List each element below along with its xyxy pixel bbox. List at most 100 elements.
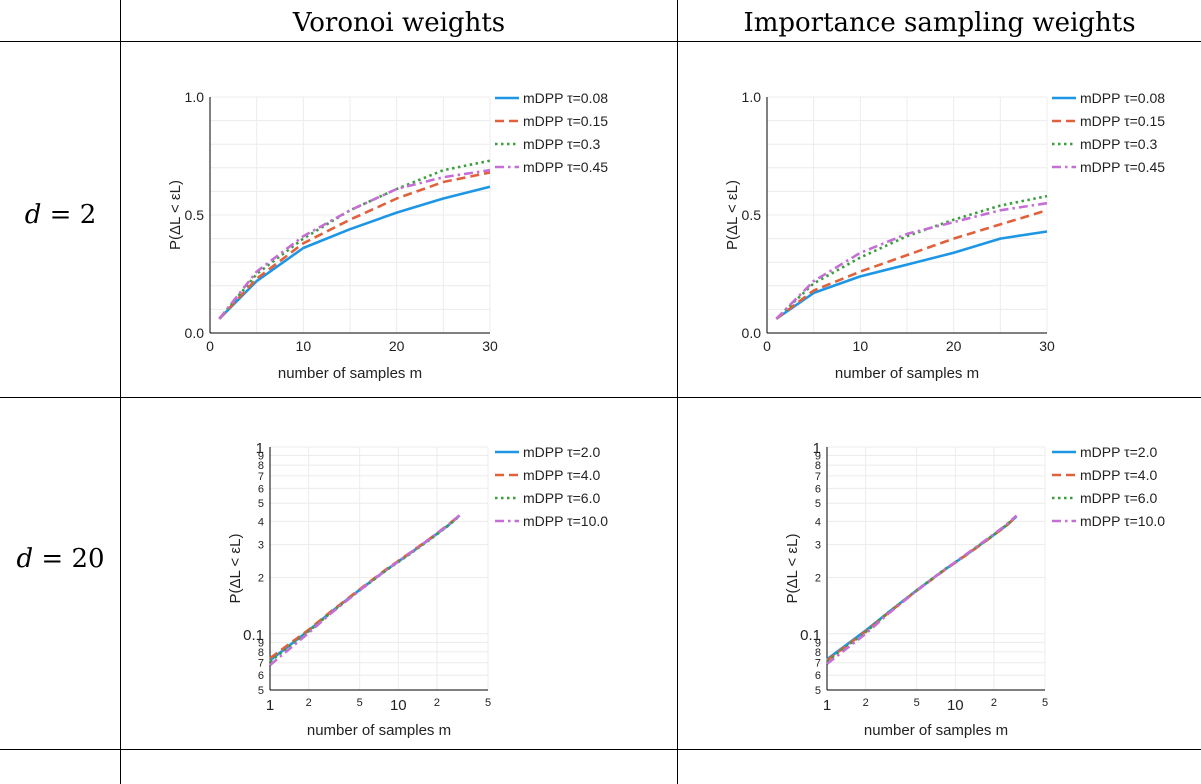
y-tick-label: 2	[815, 573, 821, 585]
y-tick-label: 7	[258, 471, 264, 483]
y-tick-label: 6	[815, 483, 821, 495]
y-tick-label: 3	[815, 540, 821, 552]
series-line	[218, 168, 491, 320]
series-line	[775, 201, 1048, 320]
x-tick-label: 10	[296, 338, 312, 354]
row-label-d2: d = 2	[0, 200, 121, 230]
y-tick-label: 7	[815, 471, 821, 483]
legend-label: mDPP τ=0.08	[1080, 90, 1165, 106]
legend-label: mDPP τ=0.45	[523, 159, 608, 175]
x-tick-label: 5	[485, 697, 491, 709]
legend-label: mDPP τ=6.0	[523, 490, 600, 506]
y-tick-label: 1.0	[185, 89, 205, 105]
series-line	[775, 230, 1048, 320]
table-rule-row1	[0, 397, 1201, 398]
legend-label: mDPP τ=2.0	[1080, 444, 1157, 460]
legend-label: mDPP τ=10.0	[523, 513, 608, 529]
x-tick-label: 1	[823, 697, 831, 714]
series-line	[218, 185, 491, 320]
y-axis-label: P(ΔL < εL)	[167, 180, 184, 250]
x-axis-label: number of samples m	[835, 365, 979, 382]
series-line	[218, 171, 491, 320]
legend-label: mDPP τ=6.0	[1080, 490, 1157, 506]
row-label-d2-var: d	[24, 200, 42, 230]
x-axis-label: number of samples m	[278, 365, 422, 382]
y-tick-label: 0.5	[185, 207, 205, 223]
x-tick-label: 5	[914, 697, 920, 709]
y-tick-label: 3	[258, 540, 264, 552]
table-rule-vertical-middle	[677, 0, 678, 784]
x-tick-label: 10	[853, 338, 869, 354]
y-tick-label: 6	[815, 670, 821, 682]
y-tick-label: 8	[815, 647, 821, 659]
y-tick-label: 2	[258, 573, 264, 585]
table-rule-vertical-left	[120, 0, 121, 784]
legend-label: mDPP τ=0.08	[523, 90, 608, 106]
x-tick-label: 2	[991, 697, 997, 709]
x-tick-label: 0	[206, 338, 214, 354]
table-rule-row2	[0, 749, 1201, 750]
legend-label: mDPP τ=2.0	[523, 444, 600, 460]
legend-label: mDPP τ=10.0	[1080, 513, 1165, 529]
chart-voronoi-d2: 0.0 0.5 1.0 0 10 20 30 number of samples m P(ΔL …	[167, 89, 608, 382]
series-line	[269, 514, 461, 667]
x-tick-label: 10	[390, 697, 407, 714]
legend-label: mDPP τ=0.3	[1080, 136, 1157, 152]
y-tick-label: 5	[815, 498, 821, 510]
y-tick-label: 8	[258, 647, 264, 659]
y-tick-label: 6	[258, 670, 264, 682]
y-tick-label: 1	[256, 440, 264, 457]
row-label-d20-eq: = 20	[33, 544, 105, 574]
y-tick-label: 5	[258, 685, 264, 697]
y-tick-label: 5	[815, 685, 821, 697]
y-tick-label: 0.1	[800, 627, 821, 644]
chart-importance-d2: 0.0 0.5 1.0 0 10 20 30 number of samples m P(ΔL …	[724, 89, 1165, 382]
y-tick-label: 4	[815, 516, 821, 528]
legend-label: mDPP τ=4.0	[1080, 467, 1157, 483]
y-tick-label: 9	[815, 637, 821, 649]
series-line	[218, 159, 491, 320]
x-axis-label: number of samples m	[864, 722, 1008, 739]
y-tick-label: 1.0	[742, 89, 762, 105]
x-tick-label: 30	[482, 338, 498, 354]
y-axis-label: P(ΔL < εL)	[784, 534, 801, 604]
x-tick-label: 10	[947, 697, 964, 714]
y-axis-label: P(ΔL < εL)	[227, 534, 244, 604]
legend-label: mDPP τ=4.0	[523, 467, 600, 483]
series-line	[826, 514, 1018, 665]
y-tick-label: 0.1	[243, 627, 264, 644]
y-tick-label: 9	[815, 451, 821, 463]
x-tick-label: 20	[389, 338, 405, 354]
y-tick-label: 9	[258, 451, 264, 463]
legend-label: mDPP τ=0.15	[1080, 113, 1165, 129]
series-line	[775, 209, 1048, 320]
x-tick-label: 0	[763, 338, 771, 354]
x-tick-label: 30	[1039, 338, 1055, 354]
y-tick-label: 5	[258, 498, 264, 510]
x-tick-label: 2	[863, 697, 869, 709]
y-tick-label: 4	[258, 516, 264, 528]
x-tick-label: 1	[266, 697, 274, 714]
x-tick-label: 2	[434, 697, 440, 709]
y-tick-label: 1	[813, 440, 821, 457]
series-line	[775, 194, 1048, 320]
x-tick-label: 5	[357, 697, 363, 709]
legend-label: mDPP τ=0.45	[1080, 159, 1165, 175]
y-tick-label: 9	[258, 637, 264, 649]
y-tick-label: 6	[258, 483, 264, 495]
x-tick-label: 20	[946, 338, 962, 354]
y-axis-label: P(ΔL < εL)	[724, 180, 741, 250]
y-tick-label: 0.0	[185, 325, 205, 341]
column-title-importance-sampling: Importance sampling weights	[743, 8, 1136, 38]
legend-label: mDPP τ=0.3	[523, 136, 600, 152]
row-label-d20: d = 20	[0, 544, 121, 574]
table-rule-header	[0, 41, 1201, 42]
x-tick-label: 2	[306, 697, 312, 709]
row-label-d2-eq: = 2	[41, 200, 97, 230]
y-tick-label: 7	[258, 658, 264, 670]
y-tick-label: 0.0	[742, 325, 762, 341]
y-tick-label: 7	[815, 658, 821, 670]
y-tick-label: 0.5	[742, 207, 762, 223]
